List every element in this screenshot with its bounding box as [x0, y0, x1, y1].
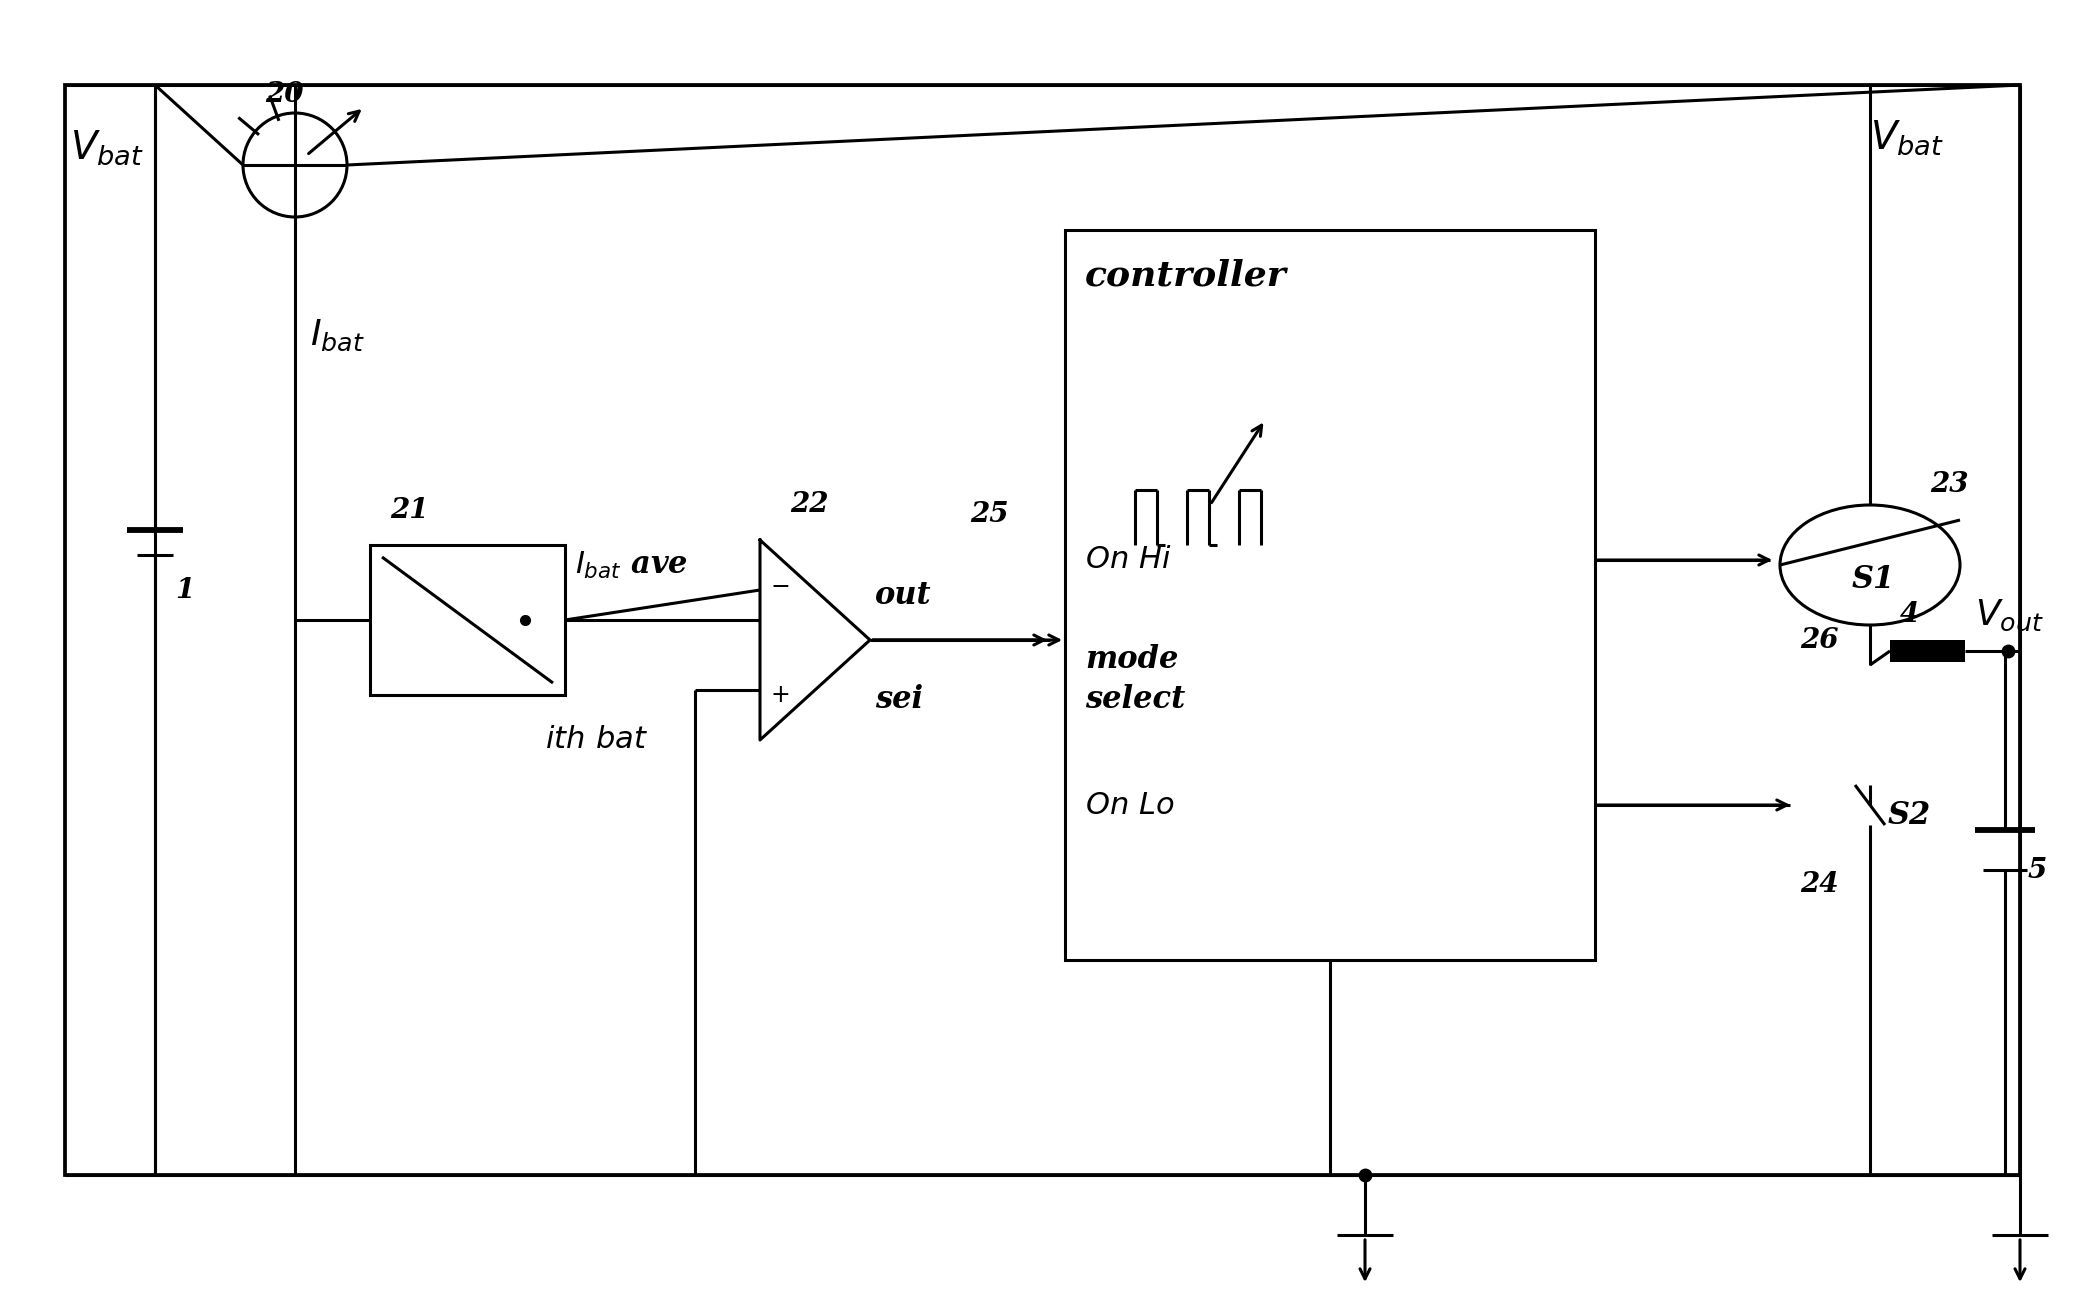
Bar: [767, 615, 803, 665]
Text: $I_{bat}$: $I_{bat}$: [311, 318, 365, 353]
Text: $V_{bat}$: $V_{bat}$: [1870, 119, 1943, 158]
Bar: [1065, 230, 1595, 960]
Polygon shape: [761, 540, 869, 740]
Bar: [1889, 640, 1964, 662]
Text: 25: 25: [970, 501, 1009, 528]
Text: 1: 1: [175, 576, 194, 603]
Text: $-$: $-$: [769, 572, 790, 597]
Bar: [369, 545, 565, 695]
Text: 21: 21: [390, 496, 430, 523]
Text: mode: mode: [1084, 645, 1178, 676]
Text: select: select: [1084, 685, 1184, 716]
Text: $V_{bat}$: $V_{bat}$: [71, 129, 144, 167]
Text: $I_{bat}$ ave: $I_{bat}$ ave: [575, 549, 688, 580]
Text: out: out: [876, 580, 932, 611]
Text: S1: S1: [1851, 565, 1895, 596]
Text: $On$ $Lo$: $On$ $Lo$: [1084, 789, 1176, 820]
Text: 20: 20: [265, 81, 304, 109]
Text: 23: 23: [1931, 472, 1968, 499]
Text: 26: 26: [1799, 627, 1839, 654]
Bar: [65, 85, 2020, 1174]
Text: 5: 5: [2029, 857, 2047, 884]
Text: $V_{out}$: $V_{out}$: [1974, 597, 2043, 633]
Text: 4: 4: [1899, 602, 1920, 628]
Text: S2: S2: [1889, 800, 1931, 831]
Text: $On$ $Hi$: $On$ $Hi$: [1084, 544, 1172, 575]
Text: sei: sei: [876, 685, 924, 716]
Text: 22: 22: [790, 491, 828, 518]
Text: 24: 24: [1799, 872, 1839, 898]
Text: $+$: $+$: [769, 683, 790, 707]
Text: $ith$ $bat$: $ith$ $bat$: [544, 725, 648, 756]
Text: controller: controller: [1084, 258, 1286, 292]
